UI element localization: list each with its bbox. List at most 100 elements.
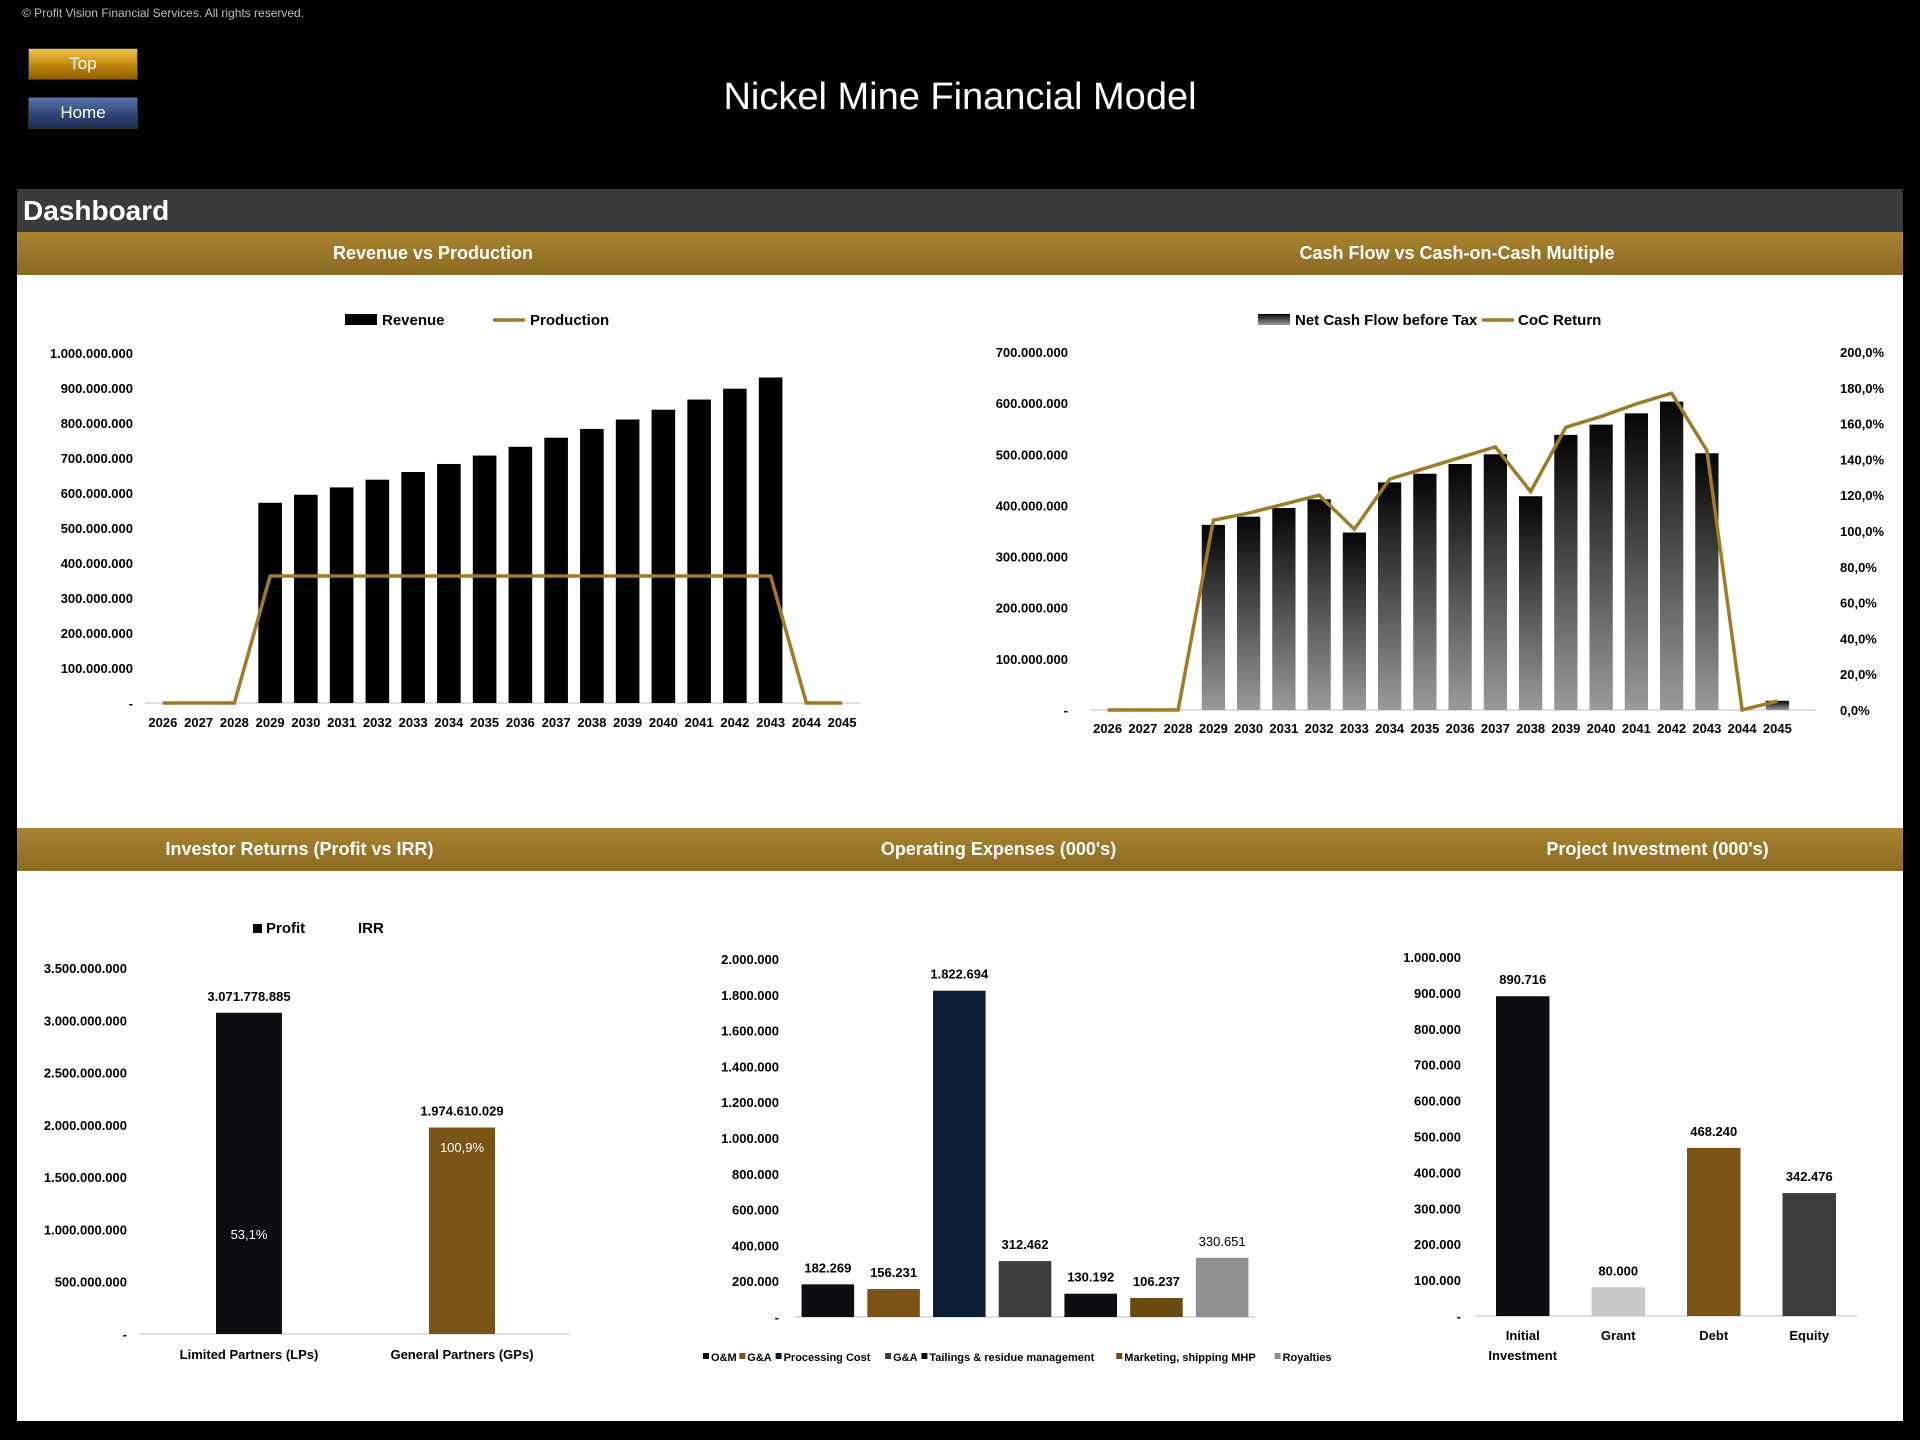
revenue-legend-label: Revenue <box>382 312 445 329</box>
y-tick-label: 2.000.000 <box>721 952 779 967</box>
x-tick-label: Limited Partners (LPs) <box>180 1347 319 1362</box>
y-left-tick-label: 500.000.000 <box>996 447 1068 462</box>
investment-section-title: Project Investment (000's) <box>1546 839 1769 859</box>
y-tick-label: 100.000 <box>1414 1273 1461 1288</box>
equity-bar <box>1782 1193 1836 1316</box>
opex-section-title: Operating Expenses (000's) <box>880 839 1117 859</box>
x-tick-label: 2040 <box>649 715 678 730</box>
y-right-tick-label: 20,0% <box>1840 667 1877 682</box>
net-cash-flow-bar <box>1589 424 1613 710</box>
royalties-bar <box>1195 1257 1249 1317</box>
project-investment-chart: - 100.000 200.000 300.000 400.000 500.000 600.… <box>1403 950 1857 1363</box>
x-tick-label: 2041 <box>1622 721 1651 736</box>
x-tick-label: General Partners (GPs) <box>390 1347 533 1362</box>
y-tick-label: 700.000.000 <box>61 451 133 466</box>
x-tick-label: 2041 <box>685 715 714 730</box>
revenue-bar <box>294 494 318 703</box>
x-tick-label: 2033 <box>1340 721 1369 736</box>
debt-bar <box>1687 1147 1741 1316</box>
processing-cost-legend-label: Processing Cost <box>784 1352 871 1364</box>
y-tick-label: 1.600.000 <box>721 1024 779 1039</box>
y-right-tick-label: 40,0% <box>1840 631 1877 646</box>
top-button[interactable]: Top <box>28 48 138 80</box>
investor-returns-chart: - 500.000.000 1.000.000.000 1.500.000.000 2.… <box>44 920 570 1362</box>
x-tick-label: 2035 <box>1410 721 1439 736</box>
net-cash-flow-bar <box>1554 434 1578 710</box>
revenue-bar <box>758 377 783 703</box>
g-a-legend-swatch <box>885 1353 892 1359</box>
x-tick-label: 2042 <box>1657 721 1686 736</box>
revenue-bar <box>615 419 640 703</box>
initial-investment-bar <box>1496 996 1550 1316</box>
profit-legend-label: Profit <box>266 920 305 937</box>
net-cash-flow-bar <box>1236 516 1261 710</box>
y-right-tick-label: 80,0% <box>1840 560 1877 575</box>
y-tick-label: 1.800.000 <box>721 988 779 1003</box>
coc-legend-label: CoC Return <box>1518 312 1601 329</box>
x-tick-label: Debt <box>1699 1328 1729 1343</box>
marketing-shipping-mhp-bar <box>1130 1297 1183 1317</box>
y-tick-label: 3.500.000.000 <box>44 961 127 976</box>
x-tick-label: 2029 <box>256 715 285 730</box>
net-cash-flow-bar <box>1765 700 1790 710</box>
y-left-tick-label: 100.000.000 <box>996 652 1068 667</box>
o-m-legend-label: O&M <box>711 1352 737 1364</box>
y-right-tick-label: 60,0% <box>1840 596 1877 611</box>
tailings-residue-management-legend-swatch <box>921 1353 928 1359</box>
y-tick-label: - <box>1457 1309 1461 1324</box>
y-tick-label: 1.500.000.000 <box>44 1170 127 1185</box>
net-cash-flow-bar <box>1624 413 1649 710</box>
y-tick-label: 1.000.000.000 <box>44 1222 127 1237</box>
investor-section-title: Investor Returns (Profit vs IRR) <box>165 839 434 859</box>
y-tick-label: - <box>129 696 133 711</box>
y-tick-label: - <box>775 1310 779 1325</box>
g-a-bar <box>867 1289 920 1317</box>
y-right-tick-label: 140,0% <box>1840 452 1885 467</box>
x-tick-label: 2031 <box>327 715 356 730</box>
x-tick-label: 2026 <box>148 715 177 730</box>
revenue-bar <box>437 463 461 703</box>
profit-bar <box>216 1012 282 1334</box>
y-tick-label: 200.000 <box>732 1274 779 1289</box>
y-tick-label: - <box>123 1327 127 1342</box>
investment-data-label: 80.000 <box>1598 1263 1638 1278</box>
o-m-bar <box>801 1284 855 1317</box>
o-m-legend-swatch <box>703 1353 709 1359</box>
x-tick-label: 2037 <box>1481 721 1510 736</box>
y-tick-label: 200.000.000 <box>61 626 133 641</box>
x-tick-label: 2035 <box>470 715 499 730</box>
revenue-bar <box>723 388 747 703</box>
x-tick-label: 2031 <box>1269 721 1298 736</box>
x-tick-label: Initial Investment <box>1488 1328 1557 1363</box>
home-button[interactable]: Home <box>28 97 138 129</box>
cashflow-section-title: Cash Flow vs Cash-on-Cash Multiple <box>1299 243 1615 263</box>
marketing-shipping-mhp-legend-swatch <box>1116 1353 1123 1359</box>
x-tick-label: 2027 <box>1128 721 1157 736</box>
x-tick-label: 2036 <box>1446 721 1475 736</box>
production-line <box>162 574 843 705</box>
page-title: Nickel Mine Financial Model <box>723 76 1197 118</box>
x-tick-label: 2045 <box>1763 721 1792 736</box>
profit-bar <box>429 1127 495 1334</box>
revenue-bar <box>651 409 676 703</box>
y-right-tick-label: 200,0% <box>1840 345 1885 360</box>
tailings-residue-management-bar <box>1064 1293 1117 1317</box>
x-tick-label: 2043 <box>1692 721 1721 736</box>
coc-return-line <box>1107 391 1778 713</box>
x-tick-label: 2039 <box>1551 721 1580 736</box>
operating-expenses-chart: - 200.000 400.000 600.000 800.000 1.000.000 1.… <box>703 952 1332 1364</box>
revenue-bar <box>580 428 604 703</box>
x-tick-label: 2045 <box>828 715 857 730</box>
x-tick-label: Equity <box>1789 1328 1829 1343</box>
y-tick-label: 700.000 <box>1414 1058 1461 1073</box>
royalties-legend-label: Royalties <box>1283 1352 1332 1364</box>
y-tick-label: 300.000 <box>1414 1201 1461 1216</box>
x-tick-label: 2039 <box>613 715 642 730</box>
investment-data-label: 468.240 <box>1690 1124 1737 1139</box>
x-tick-label: 2028 <box>1164 721 1193 736</box>
x-tick-label: 2037 <box>542 715 571 730</box>
dashboard-header: Dashboard <box>17 189 1903 232</box>
y-tick-label: 1.400.000 <box>721 1059 779 1074</box>
net-cash-flow-bar <box>1377 482 1402 710</box>
y-tick-label: 3.000.000.000 <box>44 1013 127 1028</box>
